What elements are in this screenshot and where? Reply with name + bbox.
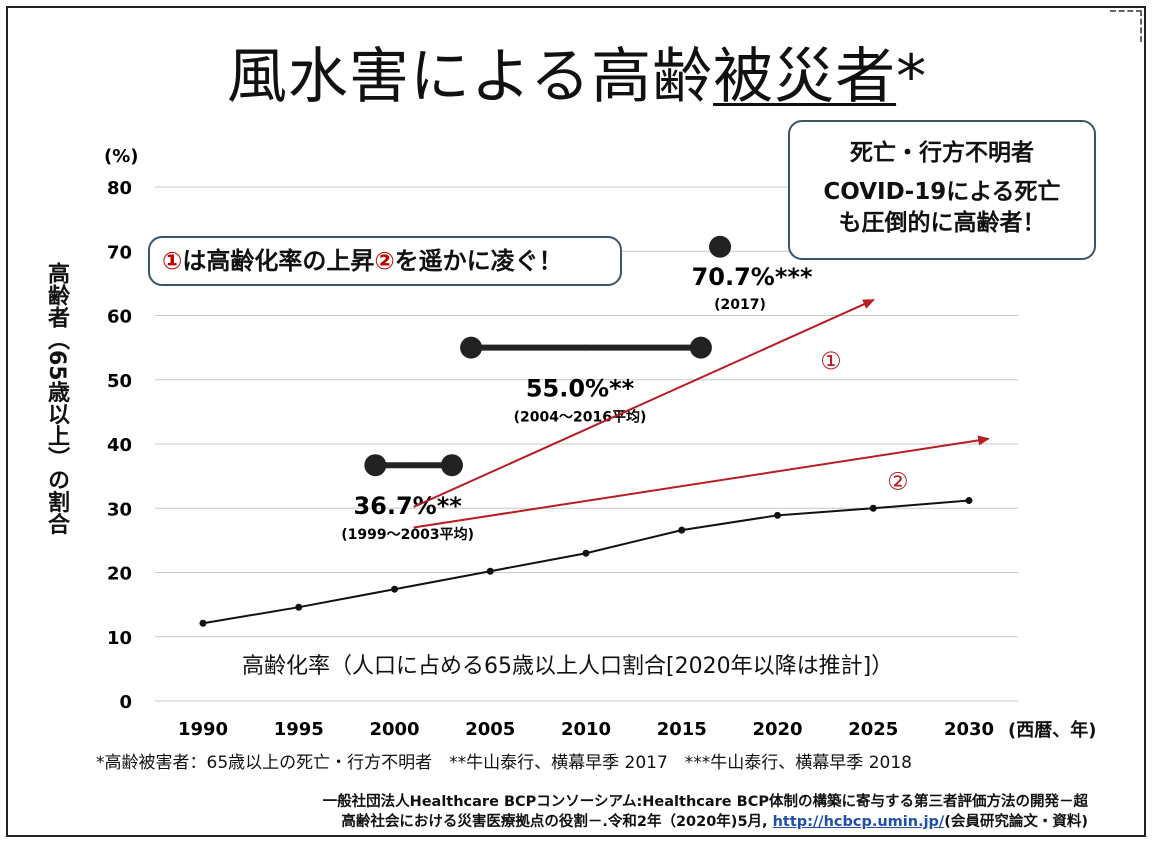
arrow-layer: ①② [413,299,991,529]
series-point [486,567,494,575]
series-line [202,499,970,625]
series-point [869,504,877,512]
source-line-1: 一般社団法人Healthcare BCPコンソーシアム:Healthcare B… [322,794,1088,810]
x-tick-label: 2020 [752,719,802,740]
y-tick-label: 10 [107,628,132,649]
series-label: 高齢化率（人口に占める65歳以上人口割合[2020年以降は推計]） [242,654,894,679]
range-period-label: (2004～2016平均) [514,409,647,426]
source-line-2: 高齢社会における災害医療拠点の役割－.令和2年（2020年)5月, http:/… [0,812,1088,833]
y-tick-label: 30 [107,499,132,520]
source-link[interactable]: http://hcbcp.umin.jp/ [772,814,945,830]
callout-comparison: ①は高齢化率の上昇②を遥かに凌ぐ！ [148,236,622,286]
source-suffix: (会員研究論文・資料) [944,814,1088,830]
callout-line-2: COVID‐19による死亡 [823,179,1061,205]
range-period-label: (1999～2003平均) [341,526,474,543]
x-tick-label: 1990 [178,719,228,740]
y-tick-label: 60 [107,307,132,328]
callout-line-1: 死亡・行方不明者 [850,140,1034,166]
point-value-label: 70.7%*** [692,263,813,291]
page-corner-mark [1110,10,1142,42]
series-point [582,549,590,557]
callout-marker-1: ① [162,247,183,275]
y-axis-label: 高齢者（65歳以上）の割合 [44,262,69,535]
series-point [295,603,303,611]
range-layer: 36.7%** (1999～2003平均) 55.0%** (2004～2016平均)… [341,235,813,543]
y-tick-label: 50 [107,371,132,392]
range-start-marker [460,336,483,359]
range-end-marker [440,454,463,477]
y-unit-label: (%) [104,146,139,167]
range-mid-marker [410,462,417,469]
y-tick-label: 0 [119,692,132,713]
trend-arrow [413,435,991,529]
y-tick-label: 70 [107,242,132,263]
callout-line-3: も圧倒的に高齢者！ [838,210,1046,236]
slide-title: 風水害による高齢被災者* [0,28,1154,115]
callout-text-1: は高齢化率の上昇 [182,247,375,275]
y-tick-label: 40 [107,435,132,456]
trend-arrow [413,299,876,508]
range-end-marker [689,336,712,359]
series-point [774,511,781,519]
title-underlined-text: 被災者 [713,42,897,112]
x-tick-label: 2015 [657,719,707,740]
slide-frame [6,6,1146,837]
x-tick-label: 2005 [465,719,515,740]
range-value-label: 55.0%** [526,375,635,403]
x-tick-label: 2010 [561,719,611,740]
callout-marker-2: ② [374,247,395,275]
x-tick-label: 2000 [369,719,419,740]
y-tick-label: 80 [107,178,132,199]
series-point [678,526,686,534]
trend-arrow-label: ① [820,347,842,375]
callout-elderly: 死亡・行方不明者 COVID‐19による死亡 も圧倒的に高齢者！ [788,120,1096,260]
range-start-marker [364,454,387,477]
series-layer [199,497,973,627]
point-marker [709,235,732,258]
range-mid-marker [583,344,589,351]
x-tick-label: 1995 [274,719,324,740]
range-value-label: 36.7%** [353,492,462,520]
source-text: 高齢社会における災害医療拠点の役割－.令和2年（2020年)5月, [341,814,768,830]
x-axis-unit: (西暦、年) [1008,720,1097,741]
title-asterisk: * [896,42,928,112]
trend-arrow-label: ② [887,467,909,495]
x-tick-label: 2030 [944,719,994,740]
point-year-label: (2017) [714,297,766,313]
callout-text-2: を遥かに凌ぐ！ [394,247,563,275]
series-point [199,619,207,627]
series-point [965,497,973,505]
title-text: 風水害による高齢 [226,42,714,112]
footnote: *高齢被害者：65歳以上の死亡・行方不明者 **牛山泰行、横幕早季 2017 *… [96,753,912,773]
x-tick-label: 2025 [848,719,898,740]
y-tick-label: 20 [107,564,132,585]
series-point [391,585,398,593]
